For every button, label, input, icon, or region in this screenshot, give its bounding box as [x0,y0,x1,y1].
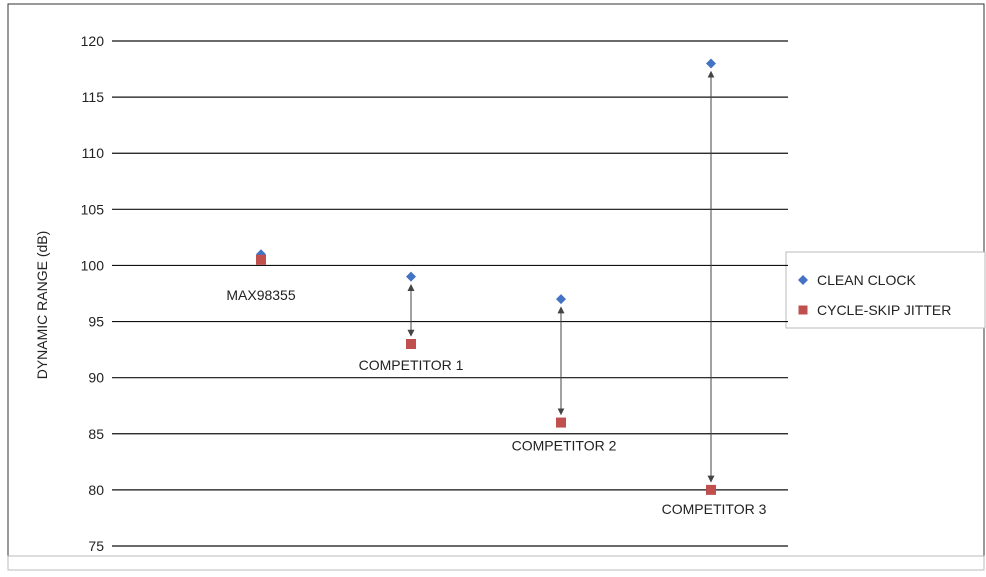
category-label: COMPETITOR 3 [662,501,767,517]
legend: CLEAN CLOCK CYCLE-SKIP JITTER [798,272,951,318]
legend-marker [798,275,808,285]
category-label: COMPETITOR 1 [359,357,464,373]
y-axis-ticks: 75 80 85 90 95 100 105 110 115 120 [81,33,105,554]
category-label: COMPETITOR 2 [512,438,617,454]
category-labels: MAX98355 COMPETITOR 1 COMPETITOR 2 COMPETIT… [226,287,766,517]
legend-label: CYCLE-SKIP JITTER [817,302,951,318]
y-tick-label: 85 [88,426,104,442]
y-tick-label: 90 [88,370,104,386]
y-tick-label: 105 [81,201,105,217]
cycle-skip-jitter-point [706,484,716,495]
cycle-skip-jitter-point [406,339,416,349]
cycle-skip-jitter-point [256,254,266,265]
category-label: MAX98355 [226,287,295,303]
y-tick-label: 100 [81,257,105,273]
gridlines [112,40,788,547]
clean-clock-point [706,58,716,69]
y-tick-label: 110 [82,145,105,161]
y-tick-label: 115 [82,89,105,105]
bottom-strip [7,555,985,571]
clean-clock-point [556,294,566,305]
y-axis-label: DYNAMIC RANGE (dB) [34,231,50,380]
difference-arrows [407,70,715,483]
y-tick-label: 120 [81,33,105,49]
y-tick-label: 95 [88,314,104,330]
y-tick-label: 75 [88,538,104,554]
cycle-skip-jitter-point [556,417,566,428]
legend-box [785,251,986,329]
legend-label: CLEAN CLOCK [817,272,916,288]
legend-marker [798,305,808,315]
clean-clock-point [406,271,416,282]
data-points [256,58,716,495]
y-tick-label: 80 [88,482,104,498]
